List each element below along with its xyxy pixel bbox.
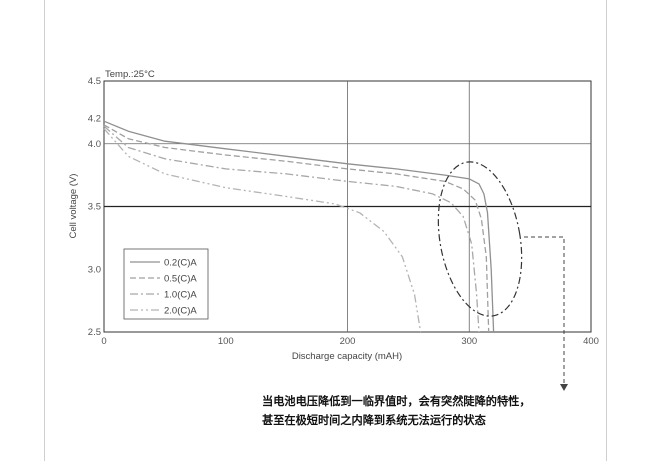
y-tick-label: 4.0 xyxy=(88,139,101,150)
series-layer xyxy=(103,120,495,333)
series-line-3 xyxy=(103,125,480,333)
x-tick-label: 300 xyxy=(461,336,477,347)
x-axis-title: Discharge capacity (mAH) xyxy=(292,351,402,362)
y-tick-label: 4.5 xyxy=(88,76,101,87)
legend-box xyxy=(123,248,209,320)
series-line-4 xyxy=(103,128,422,333)
legend-label-3: 1.0(C)A xyxy=(164,290,197,301)
y-tick-label: 3.0 xyxy=(88,264,101,275)
y-tick-label: 3.5 xyxy=(88,202,101,213)
y-tick-label: 4.2 xyxy=(88,114,101,125)
frame-right-line xyxy=(606,0,607,461)
annotation-line-1: 当电池电压降低到一临界值时，会有突然陡降的特性， xyxy=(262,395,531,408)
legend-label-2: 0.5(C)A xyxy=(164,274,197,285)
y-axis-title: Cell voltage (V) xyxy=(68,174,79,239)
x-tick-label: 0 xyxy=(101,336,106,347)
tick-labels: 0 100 200 300 400 4.5 4.2 4.0 3.5 3.0 2.5 xyxy=(88,76,599,347)
gridlines xyxy=(104,81,591,332)
y-tick-label: 2.5 xyxy=(88,327,101,338)
legend-label-4: 2.0(C)A xyxy=(164,306,197,317)
x-tick-label: 100 xyxy=(218,336,234,347)
x-tick-label: 400 xyxy=(583,336,599,347)
annotation-arrow-head xyxy=(560,384,568,391)
frame-left-line xyxy=(44,0,45,461)
series-line-1 xyxy=(103,120,495,333)
annotation-note: 当电池电压降低到一临界值时，会有突然陡降的特性， 甚至在极短时间之内降到系统无法… xyxy=(262,392,602,430)
temperature-label: Temp.:25°C xyxy=(105,69,155,80)
x-tick-label: 200 xyxy=(340,336,356,347)
knee-highlight-ellipse xyxy=(437,161,523,317)
series-line-2 xyxy=(103,124,490,333)
legend-label-1: 0.2(C)A xyxy=(164,258,197,269)
legend: 0.2(C)A 0.5(C)A 1.0(C)A 2.0(C)A xyxy=(123,248,209,320)
annotation-line-2: 甚至在极短时间之内降到系统无法运行的状态 xyxy=(262,414,486,427)
